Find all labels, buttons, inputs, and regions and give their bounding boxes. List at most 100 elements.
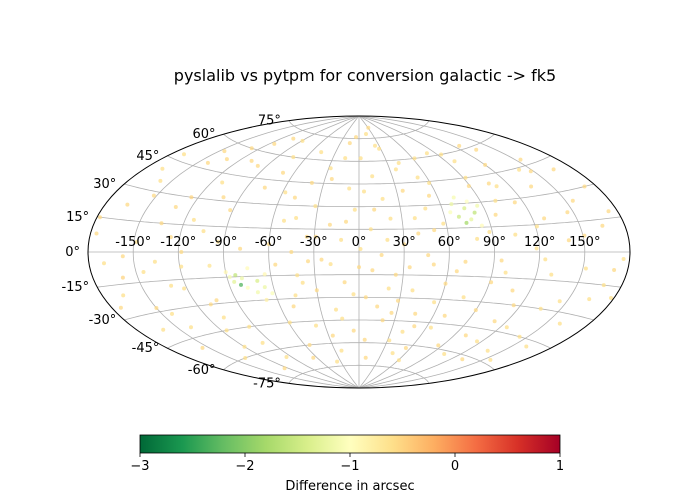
latitude-tick-label: 30° [93, 177, 116, 192]
colorbar-tick-label: −1 [340, 459, 359, 474]
data-point [207, 263, 212, 268]
longitude-tick-label: 120° [524, 235, 555, 250]
data-point [393, 272, 398, 277]
data-point [294, 216, 299, 220]
data-point [372, 207, 377, 212]
data-point [313, 234, 318, 239]
data-point [245, 266, 250, 271]
data-point [189, 195, 194, 200]
data-point [388, 216, 393, 221]
data-point [400, 329, 405, 334]
data-point [363, 295, 368, 300]
data-point [393, 167, 398, 172]
data-point [313, 204, 318, 209]
data-point [452, 159, 457, 164]
data-point [427, 181, 432, 185]
data-point [221, 315, 226, 320]
data-point [504, 325, 509, 330]
data-point [582, 184, 587, 189]
data-point [151, 193, 156, 198]
data-point [557, 299, 562, 304]
data-point [228, 208, 233, 213]
data-point [389, 310, 394, 315]
data-point [538, 306, 543, 311]
data-point [200, 345, 205, 350]
data-point [291, 155, 296, 160]
data-point [289, 250, 294, 254]
data-point [368, 227, 373, 232]
data-point [485, 348, 490, 353]
data-point [227, 275, 232, 279]
data-point [488, 357, 493, 362]
data-point [330, 333, 335, 338]
data-point [154, 306, 159, 310]
data-point [621, 257, 626, 261]
longitude-tick-label: -90° [210, 235, 238, 250]
data-point [329, 177, 334, 181]
data-point [284, 355, 289, 359]
data-point [247, 324, 252, 329]
data-point [340, 316, 345, 321]
data-point [141, 270, 146, 274]
longitude-tick-label: 150° [569, 235, 600, 250]
data-point [489, 280, 494, 285]
longitude-tick-label: 30° [393, 235, 416, 250]
data-point [121, 293, 126, 298]
data-point [390, 351, 395, 356]
data-point [518, 157, 523, 162]
data-point [524, 344, 529, 349]
data-point [233, 273, 238, 278]
parallel-line [223, 342, 495, 371]
colorbar-bar [139, 434, 561, 454]
data-point [343, 156, 348, 161]
data-point [456, 214, 461, 219]
data-point [493, 212, 498, 217]
data-point [423, 206, 428, 211]
data-point [475, 339, 479, 344]
data-point [262, 285, 267, 290]
latitude-tick-labels: -75° -60° -45° -30° -15° 0° 15° 30° 45° 60° 75° [61, 114, 280, 392]
latitude-tick-label: 60° [192, 127, 215, 142]
data-point [415, 175, 420, 180]
data-point [362, 189, 366, 194]
data-point [475, 236, 480, 241]
data-point [407, 265, 412, 270]
data-point [457, 143, 462, 148]
data-point [510, 288, 515, 293]
data-point [492, 319, 497, 324]
data-point [410, 288, 415, 293]
data-point [339, 348, 344, 353]
data-point [469, 217, 474, 222]
data-point [292, 195, 297, 200]
data-point [243, 356, 248, 360]
data-point [179, 250, 184, 254]
data-point [170, 311, 174, 316]
data-point [134, 239, 139, 244]
data-point [159, 221, 164, 226]
data-point [208, 302, 213, 307]
data-point [319, 150, 324, 155]
data-point [565, 210, 570, 215]
data-point [262, 272, 267, 277]
data-point [551, 167, 556, 172]
data-point [334, 307, 338, 312]
data-point [534, 246, 539, 251]
data-point [534, 224, 539, 229]
data-point [413, 311, 418, 316]
parallel-line [167, 155, 551, 185]
data-point [282, 218, 286, 223]
data-point [387, 338, 392, 343]
graticule [88, 115, 630, 389]
data-point [158, 178, 163, 183]
data-point [291, 304, 296, 309]
data-point [432, 300, 437, 305]
data-point [270, 291, 275, 296]
data-point [344, 219, 348, 224]
latitude-tick-label: -30° [89, 313, 117, 328]
data-point [463, 333, 468, 338]
data-point [347, 141, 352, 146]
data-point [224, 328, 229, 333]
data-point [606, 209, 611, 214]
data-point [373, 143, 377, 148]
data-point [431, 262, 436, 267]
